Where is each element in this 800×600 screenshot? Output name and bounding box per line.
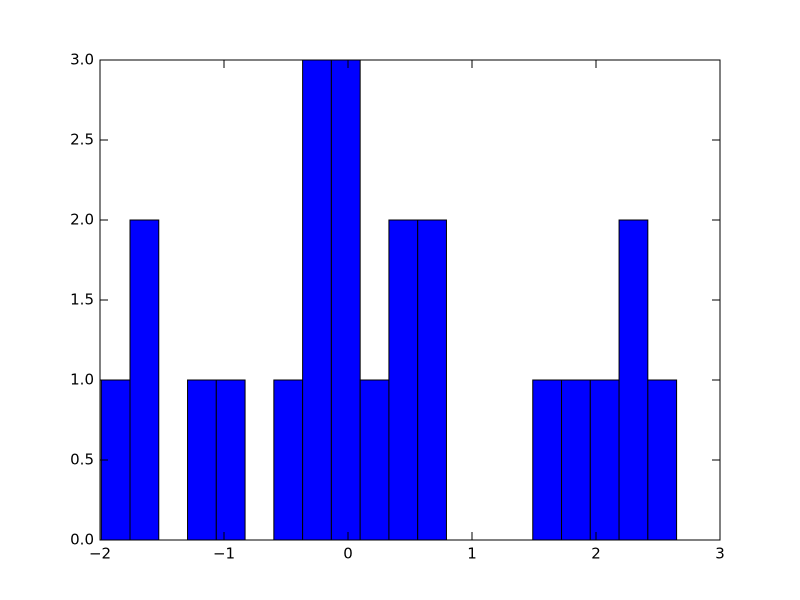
bar: [302, 59, 332, 541]
y-tick-label: 2.5: [70, 131, 94, 149]
bar: [561, 379, 591, 541]
y-tick-label: 1.5: [70, 291, 94, 309]
bar: [187, 379, 217, 541]
bar: [330, 59, 361, 541]
y-tick-label: 1.0: [70, 371, 94, 389]
bar: [532, 379, 563, 541]
x-tick-label: 3: [715, 545, 725, 563]
y-tick-label: 0.5: [70, 451, 94, 469]
bar: [273, 379, 304, 541]
bar: [647, 379, 678, 541]
x-tick-label: −1: [213, 545, 235, 563]
bar: [618, 219, 649, 541]
x-tick-label: 0: [343, 545, 353, 563]
bar: [589, 379, 620, 541]
bar: [417, 219, 447, 541]
x-tick-label: 2: [591, 545, 601, 563]
bar: [359, 379, 390, 541]
y-tick-label: 2.0: [70, 211, 94, 229]
x-tick-label: 1: [467, 545, 477, 563]
bar: [388, 219, 419, 541]
bar: [129, 219, 160, 541]
x-tick-label: −2: [89, 545, 111, 563]
y-tick-label: 0.0: [70, 531, 94, 549]
y-tick-label: 3.0: [70, 51, 94, 69]
bar: [215, 379, 246, 541]
